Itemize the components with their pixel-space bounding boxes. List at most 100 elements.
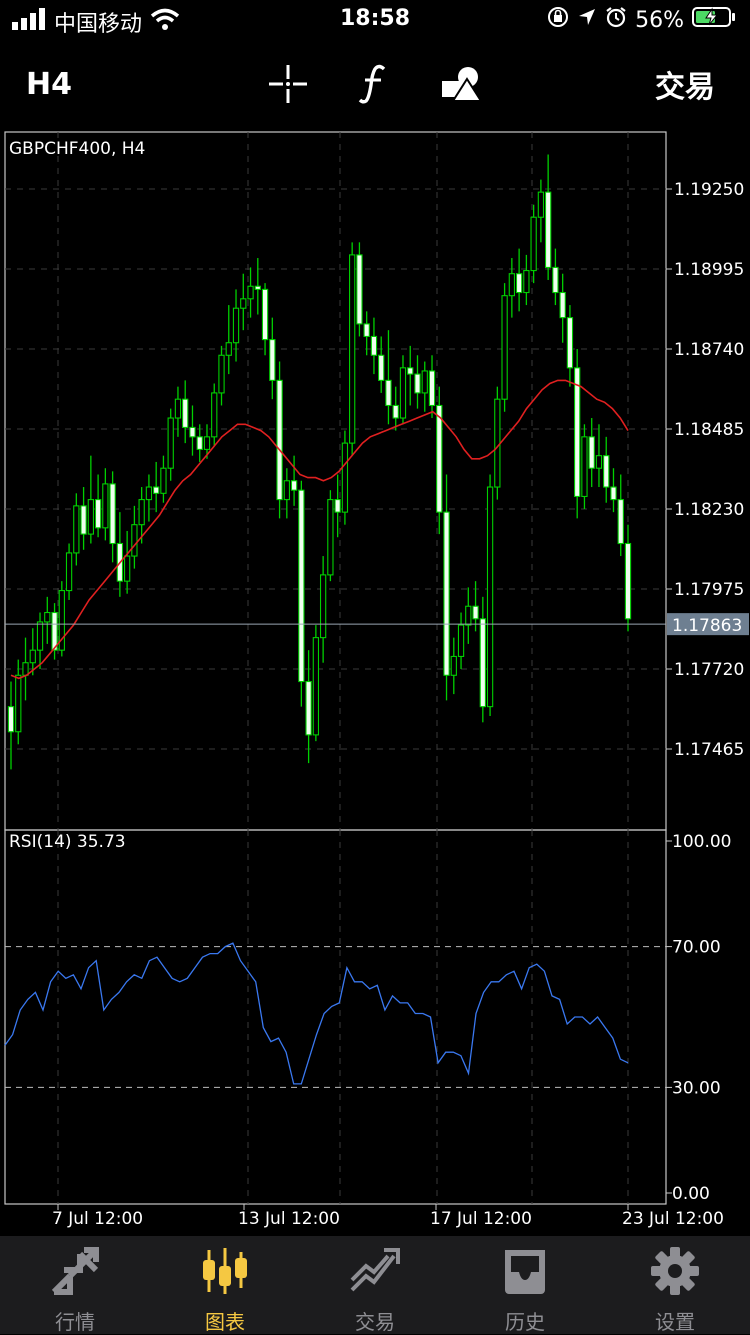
- trade-button[interactable]: 交易: [655, 70, 715, 105]
- candle-bear: [7, 706, 15, 733]
- rsi-tick-label: 70.00: [672, 938, 721, 958]
- candle-bull: [167, 417, 174, 469]
- candle-bull: [486, 486, 494, 708]
- price-tick-label: 1.17465: [674, 740, 744, 760]
- candle-bear: [624, 542, 632, 620]
- settings-icon: [650, 1246, 700, 1296]
- price-tick-label: 1.19250: [674, 180, 744, 200]
- current-price-tag: [667, 613, 749, 636]
- candle-bear: [479, 618, 486, 708]
- candle-bull: [508, 273, 516, 297]
- candle-bear: [254, 285, 261, 290]
- quotes-icon: [50, 1246, 100, 1296]
- candle-bear: [428, 370, 436, 407]
- rsi-tick-label: 30.00: [672, 1078, 721, 1098]
- candle-bear: [392, 404, 399, 419]
- current-price-label: 1.17863: [672, 616, 742, 636]
- tab-history[interactable]: 历史: [450, 1236, 600, 1334]
- candle-bull: [523, 270, 530, 294]
- tab-history-label: 历史: [505, 1310, 545, 1334]
- candle-bull: [138, 499, 145, 526]
- candle-bear: [566, 317, 574, 369]
- candle-bull: [87, 499, 94, 535]
- candle-bear: [94, 499, 102, 529]
- tab-trade[interactable]: 交易: [300, 1236, 450, 1334]
- candle-bear: [443, 511, 450, 676]
- orientation-lock-icon: [547, 6, 569, 34]
- candle-bear: [407, 367, 414, 375]
- candle-bull: [494, 398, 501, 488]
- candle-bear: [269, 339, 276, 381]
- candle-bear: [109, 483, 116, 545]
- candle-bear: [436, 404, 443, 513]
- candle-bull: [595, 455, 603, 469]
- candle-bear: [385, 379, 392, 407]
- rsi-line: [4, 942, 629, 1085]
- history-icon: [500, 1246, 550, 1296]
- tab-chart-label: 图表: [205, 1310, 245, 1334]
- rsi-layer: [4, 942, 629, 1085]
- chart-canvas[interactable]: 1.19250 1.18995 1.18740 1.18485 1.18230 1.179…: [0, 128, 750, 1236]
- status-right: 56%: [547, 6, 736, 34]
- candle-bull: [421, 370, 428, 394]
- candle-bull: [174, 398, 182, 419]
- price-tick-label: 1.18230: [674, 500, 744, 520]
- candle-bear: [196, 436, 203, 450]
- price-tick-label: 1.18740: [674, 340, 744, 360]
- price-tick-label: 1.18485: [674, 420, 744, 440]
- candle-bull: [327, 499, 334, 576]
- candle-bull: [123, 555, 131, 582]
- candle-bull: [537, 191, 545, 218]
- candle-bull: [102, 483, 109, 529]
- tab-settings[interactable]: 设置: [600, 1236, 750, 1334]
- candle-bull: [341, 442, 349, 513]
- candle-bear: [334, 499, 341, 513]
- timeframe-button[interactable]: H4: [26, 66, 72, 102]
- candle-bull: [58, 590, 65, 651]
- tab-trade-label: 交易: [355, 1310, 395, 1334]
- candle-bull: [240, 298, 247, 309]
- candle-bull: [312, 637, 320, 736]
- battery-percent: 56%: [635, 7, 684, 33]
- candle-bull: [203, 436, 211, 450]
- rsi-label: RSI(14) 35.73: [9, 832, 126, 852]
- candle-bull: [36, 621, 44, 651]
- candle-bear: [51, 611, 58, 651]
- status-time: 18:58: [339, 6, 411, 31]
- candle-bear: [305, 680, 312, 736]
- tab-quotes[interactable]: 行情: [0, 1236, 150, 1334]
- candle-bear: [378, 354, 385, 381]
- alarm-icon: [605, 6, 627, 34]
- wifi-icon: [150, 8, 180, 36]
- candle-bull: [450, 655, 457, 676]
- chart-toolbar: H4 交易: [0, 40, 750, 128]
- candle-bear: [603, 455, 610, 488]
- candle-bear: [356, 254, 363, 325]
- price-panel-frame: [4, 131, 667, 831]
- tab-bar: 行情 图表 交易 历史: [0, 1236, 750, 1334]
- status-bar: 中国移动 18:58 56%: [0, 0, 750, 40]
- candle-bull: [457, 624, 465, 658]
- candle-bull: [131, 524, 138, 557]
- candle-bull: [29, 649, 36, 664]
- crosshair-icon[interactable]: [264, 40, 312, 128]
- price-tick-label: 1.18995: [674, 260, 744, 280]
- candle-bull: [145, 486, 153, 501]
- price-tick-label: 1.17975: [674, 580, 744, 600]
- candle-bear: [414, 373, 421, 394]
- chart-icon: [200, 1246, 250, 1296]
- candle-bull: [283, 480, 290, 501]
- candle-bull: [247, 285, 254, 300]
- tab-quotes-label: 行情: [55, 1310, 95, 1334]
- time-tick-label: 23 Jul 12:00: [622, 1209, 724, 1229]
- candle-bull: [232, 307, 240, 344]
- function-icon[interactable]: [352, 40, 396, 128]
- objects-icon[interactable]: [436, 40, 486, 128]
- candle-bear: [370, 335, 378, 356]
- chart-area[interactable]: 1.19250 1.18995 1.18740 1.18485 1.18230 1.179…: [0, 128, 750, 1236]
- tab-chart[interactable]: 图表: [150, 1236, 300, 1334]
- candle-bear: [189, 426, 196, 438]
- candle-bear: [574, 367, 581, 498]
- candle-bear: [80, 505, 87, 535]
- candle-bear: [588, 436, 595, 469]
